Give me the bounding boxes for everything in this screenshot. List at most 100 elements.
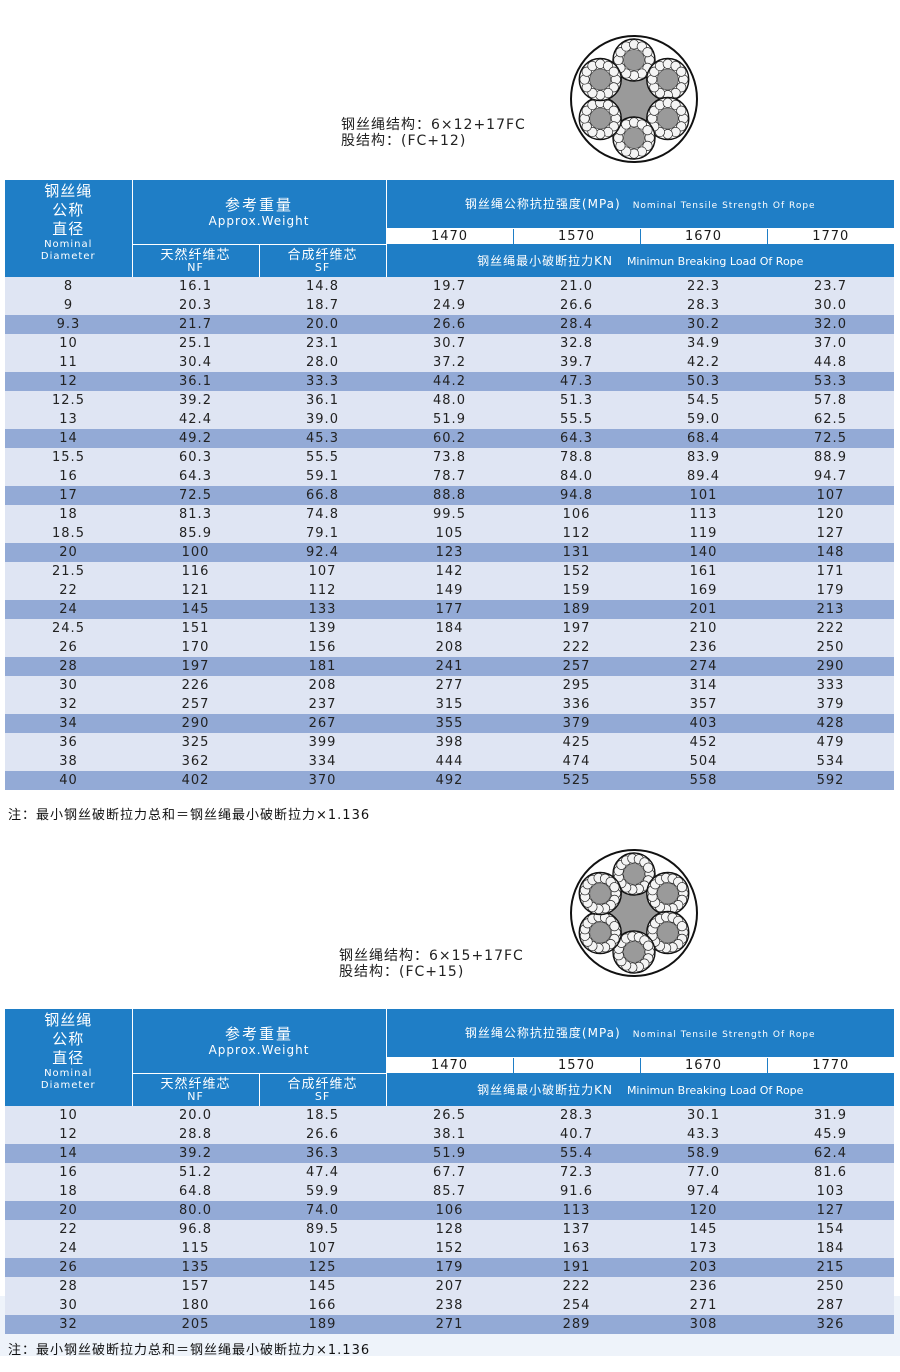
strand-core [589,107,612,130]
sf-en: SF [314,1089,331,1103]
cell-load-1770: 81.6 [767,1163,894,1182]
break-en: Minimun Breaking Load Of Rope [626,1084,804,1098]
cell-load-1470: 142 [386,562,513,581]
rope-structure-label: 钢丝绳结构：6×12+17FC 股结构：(FC+12) [341,117,526,149]
cell-load-1470: 152 [386,1239,513,1258]
nf-cn: 天然纤维芯 [160,247,231,263]
cell-load-1470: 315 [386,695,513,714]
table-row: 32 257 237 315 336 357 379 [5,695,894,714]
wire [676,105,687,116]
grade-1570: 1570 [513,228,641,245]
weight-cn: 参考重量 [224,195,293,214]
table-row: 28 157 145 207 222 236 250 [5,1277,894,1296]
diameter-cn-3: 直径 [52,220,85,238]
rope-structure-label: 钢丝绳结构：6×15+17FC 股结构：(FC+15) [339,948,524,980]
cell-diameter: 15.5 [5,448,132,467]
grade-1770: 1770 [767,1057,894,1074]
cell-weight-nf: 257 [132,695,259,714]
cell-diameter: 9.3 [5,315,132,334]
cell-weight-nf: 135 [132,1258,259,1277]
table-row: 26 170 156 208 222 236 250 [5,638,894,657]
cell-weight-nf: 25.1 [132,334,259,353]
cell-diameter: 34 [5,714,132,733]
cell-load-1770: 184 [767,1239,894,1258]
diameter-en-1: Nominal [44,239,93,250]
cell-weight-nf: 36.1 [132,372,259,391]
cell-weight-sf: 133 [259,600,386,619]
cell-weight-sf: 166 [259,1296,386,1315]
wire [608,66,619,77]
tensile-en: Nominal Tensile Strength Of Rope [632,1030,816,1041]
cell-load-1670: 89.4 [640,467,767,486]
cell-load-1770: 250 [767,1277,894,1296]
cell-load-1670: 274 [640,657,767,676]
cell-load-1670: 22.3 [640,277,767,296]
wire [642,47,653,58]
cell-diameter: 20 [5,1201,132,1220]
sf-cn: 合成纤维芯 [287,1076,358,1092]
table-row: 22 121 112 149 159 169 179 [5,581,894,600]
strand-core [623,941,645,963]
cell-load-1770: 250 [767,638,894,657]
cell-load-1670: 101 [640,486,767,505]
cell-load-1670: 59.0 [640,410,767,429]
cell-load-1770: 428 [767,714,894,733]
nf-en: NF [187,1089,204,1103]
diameter-cn-3: 直径 [52,1049,85,1067]
cell-load-1770: 103 [767,1182,894,1201]
table-row: 14 39.2 36.3 51.9 55.4 58.9 62.4 [5,1144,894,1163]
table-row: 18 64.8 59.9 85.7 91.6 97.4 103 [5,1182,894,1201]
cell-diameter: 24 [5,1239,132,1258]
cell-load-1570: 21.0 [513,277,640,296]
tensile-header: 钢丝绳公称抗拉强度(MPa) Nominal Tensile Strength O… [386,180,894,229]
cell-diameter: 13 [5,410,132,429]
cell-load-1770: 333 [767,676,894,695]
breaking-load-header: 钢丝绳最小破断拉力KN Minimun Breaking Load Of Rope [386,1073,894,1106]
cell-diameter: 8 [5,277,132,296]
cell-load-1670: 113 [640,505,767,524]
cell-diameter: 12.5 [5,391,132,410]
cell-load-1770: 171 [767,562,894,581]
cell-weight-nf: 39.2 [132,1144,259,1163]
cell-load-1470: 238 [386,1296,513,1315]
cell-load-1570: 64.3 [513,429,640,448]
cell-weight-sf: 26.6 [259,1125,386,1144]
cell-diameter: 22 [5,1220,132,1239]
cell-weight-sf: 107 [259,562,386,581]
cell-weight-sf: 45.3 [259,429,386,448]
cell-weight-sf: 59.9 [259,1182,386,1201]
cell-load-1670: 203 [640,1258,767,1277]
table-row: 26 135 125 179 191 203 215 [5,1258,894,1277]
grade-1470: 1470 [386,1057,514,1074]
cell-load-1470: 105 [386,524,513,543]
cell-weight-nf: 51.2 [132,1163,259,1182]
strand-core [623,49,645,71]
cell-weight-sf: 18.7 [259,296,386,315]
table-row: 15.5 60.3 55.5 73.8 78.8 83.9 88.9 [5,448,894,467]
cell-load-1570: 137 [513,1220,640,1239]
cell-diameter: 9 [5,296,132,315]
strand-core [623,863,645,885]
cell-load-1570: 106 [513,505,640,524]
cell-weight-sf: 145 [259,1277,386,1296]
cell-load-1470: 179 [386,1258,513,1277]
cell-load-1770: 37.0 [767,334,894,353]
footnote: 注：最小钢丝破断拉力总和＝钢丝绳最小破断拉力×1.136 [8,808,371,823]
cell-diameter: 28 [5,657,132,676]
table-body: 10 20.0 18.5 26.5 28.3 30.1 31.9 12 28.8 26.6 38.1… [5,1106,894,1334]
cell-load-1770: 379 [767,695,894,714]
diameter-cn-1: 钢丝绳 [44,1011,93,1029]
cell-weight-sf: 36.3 [259,1144,386,1163]
wire [643,940,654,951]
sf-en: SF [314,260,331,274]
cell-load-1570: 254 [513,1296,640,1315]
cell-load-1670: 42.2 [640,353,767,372]
cell-load-1570: 222 [513,638,640,657]
cell-weight-nf: 205 [132,1315,259,1334]
cell-load-1570: 51.3 [513,391,640,410]
table-row: 22 96.8 89.5 128 137 145 154 [5,1220,894,1239]
cell-load-1470: 26.6 [386,315,513,334]
cell-diameter: 18.5 [5,524,132,543]
cell-load-1670: 403 [640,714,767,733]
cell-diameter: 14 [5,1144,132,1163]
